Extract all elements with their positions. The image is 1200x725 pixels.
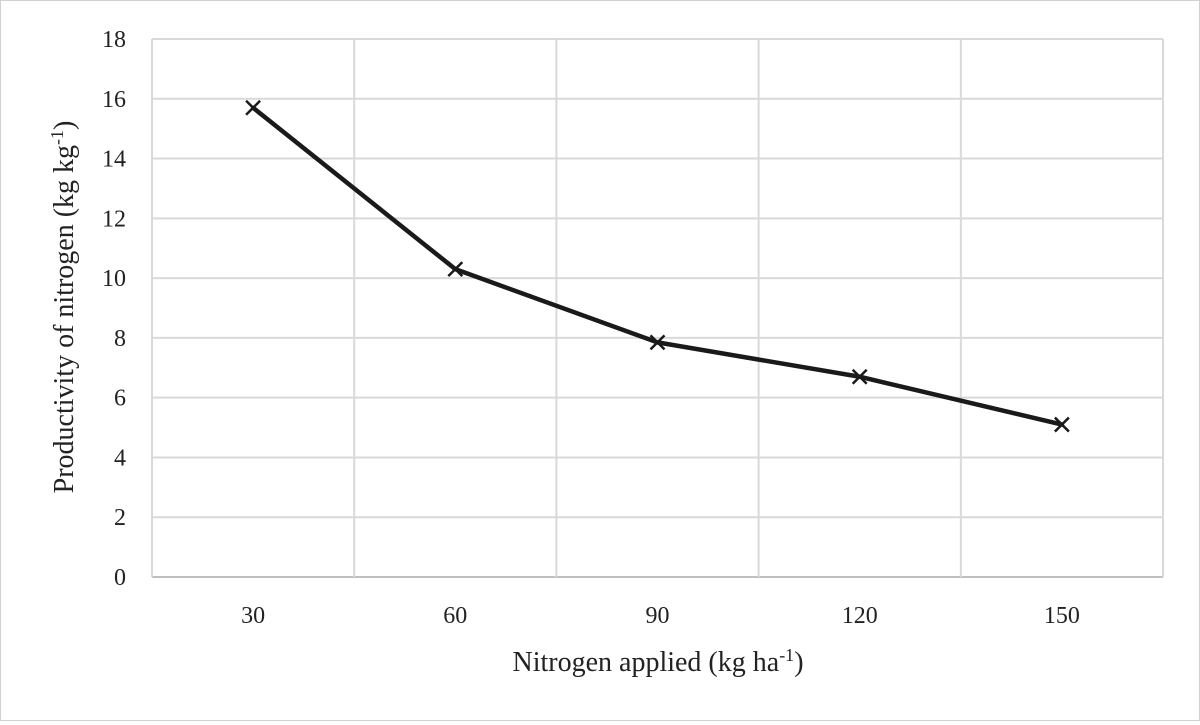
x-tick-label: 120 (842, 603, 878, 629)
data-point-x-marker (447, 261, 464, 278)
y-axis-title-sup: -1 (47, 130, 67, 145)
y-axis-title: Productivity of nitrogen (kg kg-1) (47, 121, 80, 494)
y-tick-label: 18 (102, 27, 126, 53)
marker-stroke (851, 368, 868, 385)
y-tick-label: 8 (114, 326, 126, 352)
series-layer (245, 99, 1070, 433)
grid-layer (151, 38, 1164, 578)
series-line (250, 105, 1065, 427)
y-tick-label: 16 (102, 87, 126, 113)
data-point-x-marker (649, 334, 666, 351)
y-tick-label: 4 (114, 445, 126, 471)
data-point-x-marker (851, 368, 868, 385)
tick-label-layer: 0 2 4 6 8 10 12 14 16 18 30 60 90 120 150 (102, 27, 1080, 629)
marker-stroke (649, 334, 666, 351)
x-axis-title-suffix: ) (794, 647, 803, 678)
y-tick-label: 0 (114, 565, 126, 591)
y-tick-label: 6 (114, 386, 126, 412)
data-point-x-marker (1054, 416, 1070, 433)
data-point-x-marker (245, 99, 261, 116)
x-axis-title: Nitrogen applied (kg ha-1) (512, 645, 803, 678)
y-tick-label: 2 (114, 505, 126, 531)
y-tick-label: 14 (102, 147, 126, 173)
x-axis-title-sup: -1 (779, 645, 794, 665)
y-axis-title-suffix: ) (49, 121, 80, 130)
x-tick-label: 90 (646, 603, 670, 629)
x-tick-label: 30 (241, 603, 265, 629)
y-tick-label: 12 (102, 206, 126, 232)
marker-stroke (245, 99, 261, 116)
marker-stroke (447, 261, 464, 278)
x-tick-label: 150 (1044, 603, 1080, 629)
x-tick-label: 60 (443, 603, 467, 629)
y-tick-label: 10 (102, 266, 126, 292)
marker-stroke (1054, 416, 1070, 433)
